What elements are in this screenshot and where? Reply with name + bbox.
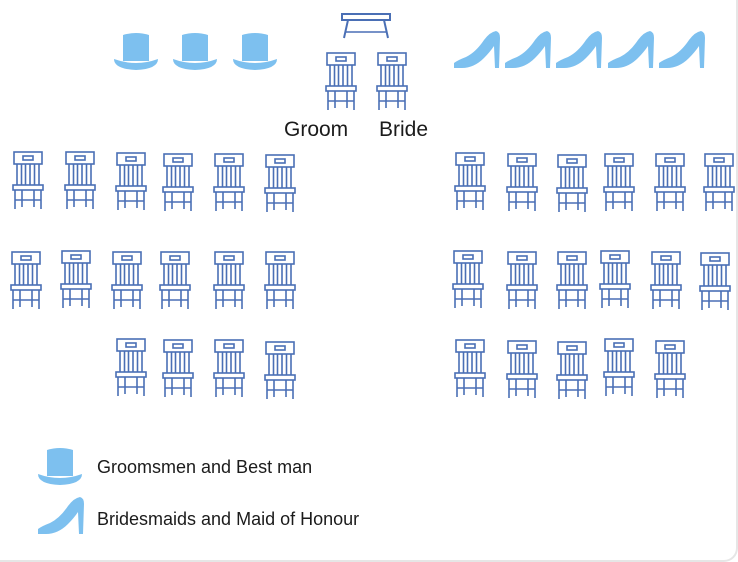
guest-chair-icon (654, 340, 686, 399)
guest-chair-icon (159, 251, 191, 310)
guest-chair-icon (506, 153, 538, 212)
guest-chair-icon (703, 153, 735, 212)
groom-chair-icon (325, 52, 357, 111)
guest-chair-icon (556, 251, 588, 310)
legend-top-hat-icon (38, 448, 82, 485)
guest-chair-icon (654, 153, 686, 212)
guest-chair-icon (452, 250, 484, 309)
guest-chair-icon (213, 339, 245, 398)
guest-chair-icon (699, 252, 731, 311)
top-hat-icon (173, 33, 217, 70)
legend-high-heel-icon (38, 497, 84, 534)
guest-chair-icon (556, 341, 588, 400)
guest-chair-icon (454, 152, 486, 211)
guest-chair-icon (115, 338, 147, 397)
high-heel-icon (659, 31, 705, 68)
guest-chair-icon (162, 153, 194, 212)
high-heel-icon (556, 31, 602, 68)
bride-chair-icon (376, 52, 408, 111)
bride-label: Bride (379, 118, 429, 141)
guest-chair-icon (650, 251, 682, 310)
guest-chair-icon (454, 339, 486, 398)
high-heel-icon (454, 31, 500, 68)
guest-chair-icon (162, 339, 194, 398)
guest-chair-icon (60, 250, 92, 309)
top-hat-icon (114, 33, 158, 70)
guest-chair-icon (599, 250, 631, 309)
guest-chair-icon (115, 152, 147, 211)
ceremony-table-icon (341, 13, 391, 39)
guest-chair-icon (264, 341, 296, 400)
guest-chair-icon (603, 153, 635, 212)
groom-label: Groom (284, 118, 349, 141)
guest-chair-icon (111, 251, 143, 310)
guest-chair-icon (213, 153, 245, 212)
legend-bridesmaids-label: Bridesmaids and Maid of Honour (97, 509, 360, 529)
guest-chair-icon (603, 338, 635, 397)
guest-chair-icon (506, 251, 538, 310)
guest-chair-icon (10, 251, 42, 310)
guest-chair-icon (64, 151, 96, 210)
guest-chair-icon (213, 251, 245, 310)
high-heel-icon (505, 31, 551, 68)
guest-chair-icon (12, 151, 44, 210)
top-hat-icon (233, 33, 277, 70)
guest-chair-icon (556, 154, 588, 213)
guest-chair-icon (506, 340, 538, 399)
guest-chair-icon (264, 154, 296, 213)
high-heel-icon (608, 31, 654, 68)
guest-chair-icon (264, 251, 296, 310)
legend-groomsmen-label: Groomsmen and Best man (97, 457, 313, 477)
